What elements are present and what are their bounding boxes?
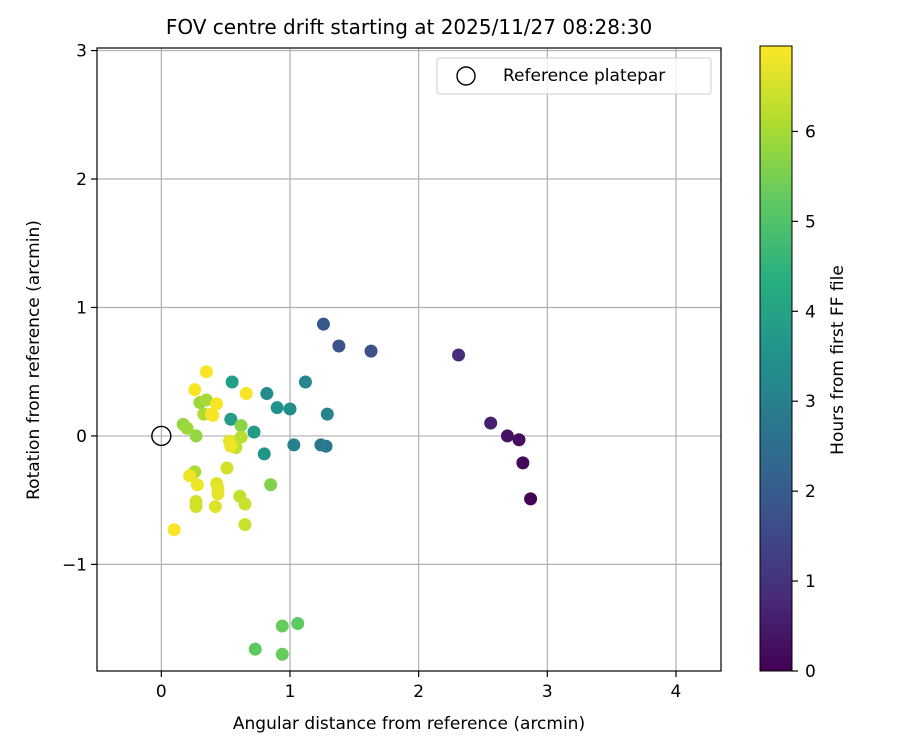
y-tick-label: 1 <box>76 298 87 318</box>
data-point <box>484 416 498 430</box>
x-tick-label: 3 <box>542 682 553 702</box>
colorbar-tick-label: 5 <box>805 212 816 232</box>
data-point <box>183 469 197 483</box>
data-point <box>225 375 239 389</box>
data-point <box>364 344 378 358</box>
data-point <box>264 478 278 492</box>
colorbar: 0 1 2 3 4 5 6 Hours from first FF file <box>759 45 848 682</box>
data-point <box>500 429 514 443</box>
data-point <box>224 439 238 453</box>
data-point <box>260 387 274 401</box>
y-tick-label: 2 <box>76 170 87 190</box>
data-point <box>316 317 330 331</box>
data-point <box>208 500 222 514</box>
colorbar-ticks: 0 1 2 3 4 5 6 <box>792 122 816 682</box>
data-point <box>211 487 225 501</box>
data-point <box>189 500 203 514</box>
grid <box>97 48 721 671</box>
axis-ticks: 0 1 2 3 4 −1 0 1 2 3 <box>62 42 681 702</box>
legend: Reference platepar <box>436 57 712 95</box>
data-point <box>220 461 234 475</box>
plot-frame <box>96 47 722 672</box>
data-point <box>247 425 261 439</box>
colorbar-gradient <box>759 45 793 672</box>
x-axis-label: Angular distance from reference (arcmin) <box>233 714 585 734</box>
data-point <box>516 456 530 470</box>
reference-marker <box>151 425 172 447</box>
y-axis-label: Rotation from reference (arcmin) <box>24 220 44 500</box>
chart-title: FOV centre drift starting at 2025/11/27 … <box>166 15 652 39</box>
data-point <box>234 419 248 433</box>
x-tick-label: 2 <box>413 682 424 702</box>
data-point <box>298 375 312 389</box>
colorbar-tick-label: 3 <box>805 392 816 412</box>
data-point <box>238 497 252 511</box>
data-point <box>167 523 181 537</box>
legend-box <box>436 57 712 95</box>
data-point <box>199 365 213 379</box>
y-tick-label: −1 <box>62 555 87 575</box>
colorbar-tick-label: 4 <box>805 302 816 322</box>
data-point <box>512 433 526 447</box>
data-point <box>320 407 334 421</box>
data-point <box>238 518 252 532</box>
data-point <box>314 438 328 452</box>
data-point <box>275 619 289 633</box>
data-point <box>210 397 224 411</box>
x-tick-label: 0 <box>156 682 167 702</box>
data-point <box>234 430 248 444</box>
data-point <box>524 492 538 506</box>
legend-label-reference: Reference platepar <box>503 66 665 86</box>
x-tick-label: 1 <box>285 682 296 702</box>
data-point <box>188 383 202 397</box>
data-point <box>275 647 289 661</box>
colorbar-tick-label: 6 <box>805 122 816 142</box>
data-point <box>239 387 253 401</box>
data-point <box>199 393 213 407</box>
data-point <box>180 421 194 435</box>
reference-layer <box>151 425 172 447</box>
colorbar-tick-label: 2 <box>805 482 816 502</box>
data-point <box>283 402 297 416</box>
colorbar-tick-label: 0 <box>805 662 816 682</box>
data-point <box>224 412 238 426</box>
data-point <box>287 438 301 452</box>
y-tick-label: 0 <box>76 427 87 447</box>
data-point <box>332 339 346 353</box>
legend-marker-reference <box>456 66 476 86</box>
data-point <box>248 642 262 656</box>
colorbar-label: Hours from first FF file <box>828 265 848 455</box>
data-point <box>206 408 220 422</box>
data-points <box>167 317 538 661</box>
colorbar-tick-label: 1 <box>805 572 816 592</box>
data-point <box>291 616 305 630</box>
data-point <box>190 478 204 492</box>
x-tick-label: 4 <box>671 682 682 702</box>
data-point <box>189 429 203 443</box>
data-point <box>452 348 466 362</box>
y-tick-label: 3 <box>76 42 87 62</box>
data-point <box>270 401 284 415</box>
data-point <box>257 447 271 461</box>
